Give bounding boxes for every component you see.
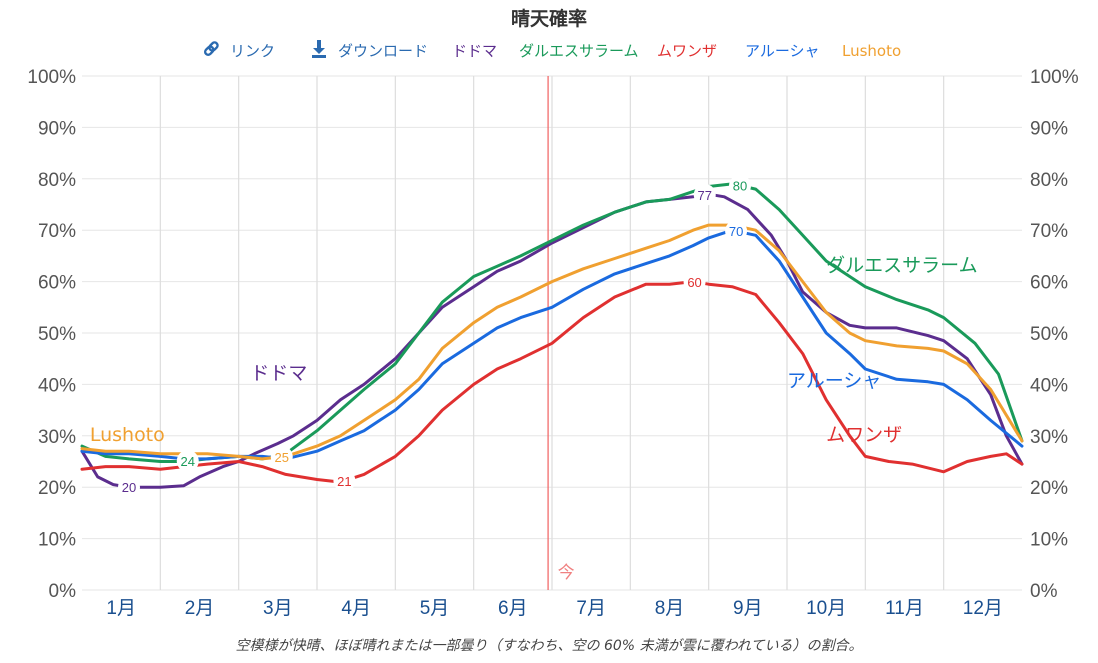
chart-title: 晴天確率 [511,7,587,30]
month-label: 10月 [806,598,846,619]
now-label: 今 [558,563,575,583]
data-label-bg [683,270,706,293]
legend-download-button[interactable]: ダウンロード [312,40,428,60]
month-label: 8月 [655,598,685,619]
x-axis-months: 1月 2月 3月 4月 5月 6月 7月 8月 9月 10月 11月 12月 [106,598,1003,619]
y-tick-label-right: 80% [1030,170,1068,191]
y-tick-label-left: 10% [38,530,76,551]
y-tick-label-right: 60% [1030,273,1068,294]
month-label: 7月 [576,598,606,619]
y-tick-label-left: 80% [38,170,76,191]
series-line [80,223,1024,461]
series-line [80,280,1024,484]
legend-series-arusha[interactable]: アルーシャ [745,42,820,60]
legend-series-mwanza[interactable]: ムワンザ [657,42,717,60]
y-tick-label-left: 60% [38,273,76,294]
month-label: 11月 [885,598,924,619]
data-label: 20 [122,480,136,495]
data-label: 77 [698,188,712,203]
series-label: Lushoto [90,424,165,446]
data-label-bg [693,183,716,206]
legend: リンク ダウンロード ドドマ ダルエスサラーム ムワンザ アルーシャ Lusho… [203,40,901,60]
series-lines [80,182,1024,489]
download-icon [312,40,326,58]
month-label: 4月 [341,598,371,619]
month-label: 6月 [498,598,528,619]
y-tick-label-right: 90% [1030,118,1068,139]
y-tick-label-left: 50% [38,324,76,345]
data-label-bg [729,174,751,197]
link-icon [203,41,219,57]
series-line [80,192,1024,489]
data-label-bg [176,450,199,473]
y-tick-label-right: 70% [1030,221,1068,242]
data-label-bg [270,445,293,468]
y-axis-left: 0% 10% 20% 30% 40% 50% 60% 70% 80% 90% 100% [27,67,76,602]
y-tick-label-right: 20% [1030,478,1068,499]
series-label: アルーシャ [787,370,881,392]
legend-series-dar-es-salaam[interactable]: ダルエスサラーム [519,42,639,60]
y-tick-label-left: 70% [38,221,76,242]
series-label: ムワンザ [826,424,902,446]
legend-link-label: リンク [230,42,275,60]
gridlines [82,75,1022,591]
chart-caption: 空模様が快晴、ほぼ晴れまたは一部曇り（すなわち、空の 60% 未満が雲に覆われて… [236,638,863,654]
y-tick-label-left: 100% [27,67,76,88]
data-label: 25 [275,450,289,465]
data-label: 24 [181,454,195,469]
y-tick-label-right: 50% [1030,324,1068,345]
data-label-bg [118,476,140,499]
data-label-bg [725,220,748,243]
series-label: ドドマ [250,362,307,384]
y-tick-label-right: 10% [1030,530,1068,551]
legend-series-dodoma[interactable]: ドドマ [452,42,497,60]
month-label: 9月 [733,598,763,619]
y-tick-label-left: 30% [38,427,76,448]
y-tick-label-left: 20% [38,478,76,499]
month-label: 12月 [963,598,1003,619]
y-tick-label-left: 40% [38,375,76,396]
data-label: 60 [687,275,701,290]
month-label: 2月 [185,598,215,619]
month-label: 3月 [263,598,293,619]
data-label: 70 [729,224,743,239]
series-labels: 20 77 ドドマ 24 80 ダルエスサラーム 21 60 ムワンザ 70 アルーシャ 25 Lush… [90,174,978,499]
y-axis-right: 0% 10% 20% 30% 40% 50% 60% 70% 80% 90% 100% [1030,67,1079,602]
data-label: 21 [337,474,351,489]
y-tick-label-left: 90% [38,118,76,139]
y-tick-label-right: 30% [1030,427,1068,448]
data-label-bg [333,469,356,492]
month-label: 1月 [106,598,136,619]
month-label: 5月 [420,598,450,619]
y-tick-label-right: 100% [1030,67,1079,88]
series-label: ダルエスサラーム [826,254,977,276]
legend-download-label: ダウンロード [338,42,428,60]
y-tick-label-right: 0% [1030,581,1058,602]
legend-link-button[interactable]: リンク [203,41,275,60]
legend-series-lushoto[interactable]: Lushoto [842,42,901,60]
y-tick-label-left: 0% [49,581,77,602]
data-label: 80 [733,179,747,194]
y-tick-label-right: 40% [1030,375,1068,396]
